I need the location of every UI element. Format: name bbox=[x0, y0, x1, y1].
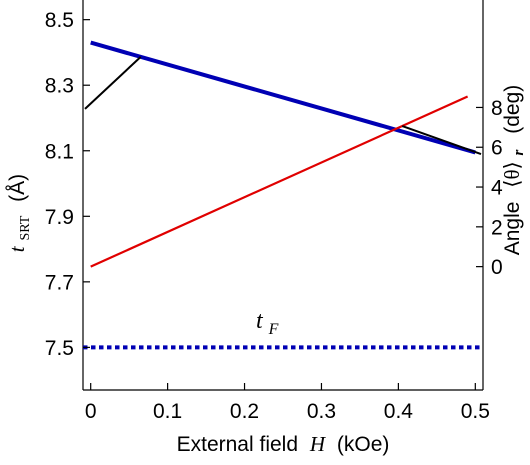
right-y-axis-title-text: Angle bbox=[501, 202, 524, 256]
x-tick-label: 0.4 bbox=[384, 400, 414, 423]
x-tick-label: 0.3 bbox=[307, 400, 336, 423]
x-tick-label: 0.1 bbox=[153, 400, 182, 423]
tf-annotation-symbol: t bbox=[256, 308, 264, 334]
x-tick-label: 0 bbox=[85, 400, 97, 423]
left-y-axis-title-symbol: t bbox=[5, 245, 29, 252]
right-y-axis-title-unit: (deg) bbox=[501, 85, 524, 134]
x-axis-title-symbol: H bbox=[309, 432, 327, 456]
left-y-tick-label: 7.5 bbox=[45, 337, 74, 360]
x-axis-title: External field H (kOe) bbox=[177, 432, 390, 456]
right-y-axis-title-subscript: r bbox=[511, 149, 527, 155]
angle-line bbox=[90, 95, 469, 268]
tf-annotation-subscript: F bbox=[268, 321, 279, 338]
right-y-axis-ticks: 0 2 4 6 8 bbox=[476, 97, 503, 279]
pointer-lines bbox=[84, 56, 482, 155]
right-y-axis-title-symbol: ⟨θ⟩ bbox=[500, 161, 524, 187]
right-y-tick-label: 6 bbox=[491, 137, 503, 160]
series-group bbox=[83, 40, 483, 350]
x-axis-ticks: 0 0.1 0.2 0.3 0.4 0.5 bbox=[85, 383, 490, 423]
tf-annotation: t F bbox=[256, 308, 279, 338]
right-y-tick-label: 8 bbox=[491, 97, 503, 120]
right-y-tick-label: 0 bbox=[491, 256, 503, 279]
left-y-tick-label: 8.3 bbox=[45, 75, 74, 98]
left-y-tick-label: 8.1 bbox=[45, 140, 74, 163]
left-y-tick-label: 8.5 bbox=[45, 9, 74, 32]
left-y-axis-title: t SRT (Å) bbox=[5, 174, 34, 252]
left-y-axis-ticks: 7.5 7.7 7.9 8.1 8.3 8.5 bbox=[45, 9, 90, 360]
right-y-axis-title: Angle ⟨θ⟩ r (deg) bbox=[500, 85, 528, 256]
x-tick-label: 0.2 bbox=[230, 400, 259, 423]
x-tick-label: 0.5 bbox=[461, 400, 490, 423]
right-y-tick-label: 4 bbox=[491, 177, 503, 200]
right-y-tick-label: 2 bbox=[491, 216, 503, 239]
tsrt-line bbox=[90, 40, 476, 155]
x-axis-title-text: External field bbox=[177, 433, 298, 456]
left-axis-pointer bbox=[84, 56, 142, 110]
left-y-axis-title-unit: (Å) bbox=[6, 174, 29, 202]
right-axis-pointer bbox=[401, 125, 482, 155]
left-y-tick-label: 7.7 bbox=[45, 271, 74, 294]
left-y-axis-title-subscript: SRT bbox=[18, 215, 33, 240]
plot-frame bbox=[82, 0, 484, 391]
left-y-tick-label: 7.9 bbox=[45, 206, 74, 229]
x-axis-title-unit: (kOe) bbox=[337, 433, 390, 456]
